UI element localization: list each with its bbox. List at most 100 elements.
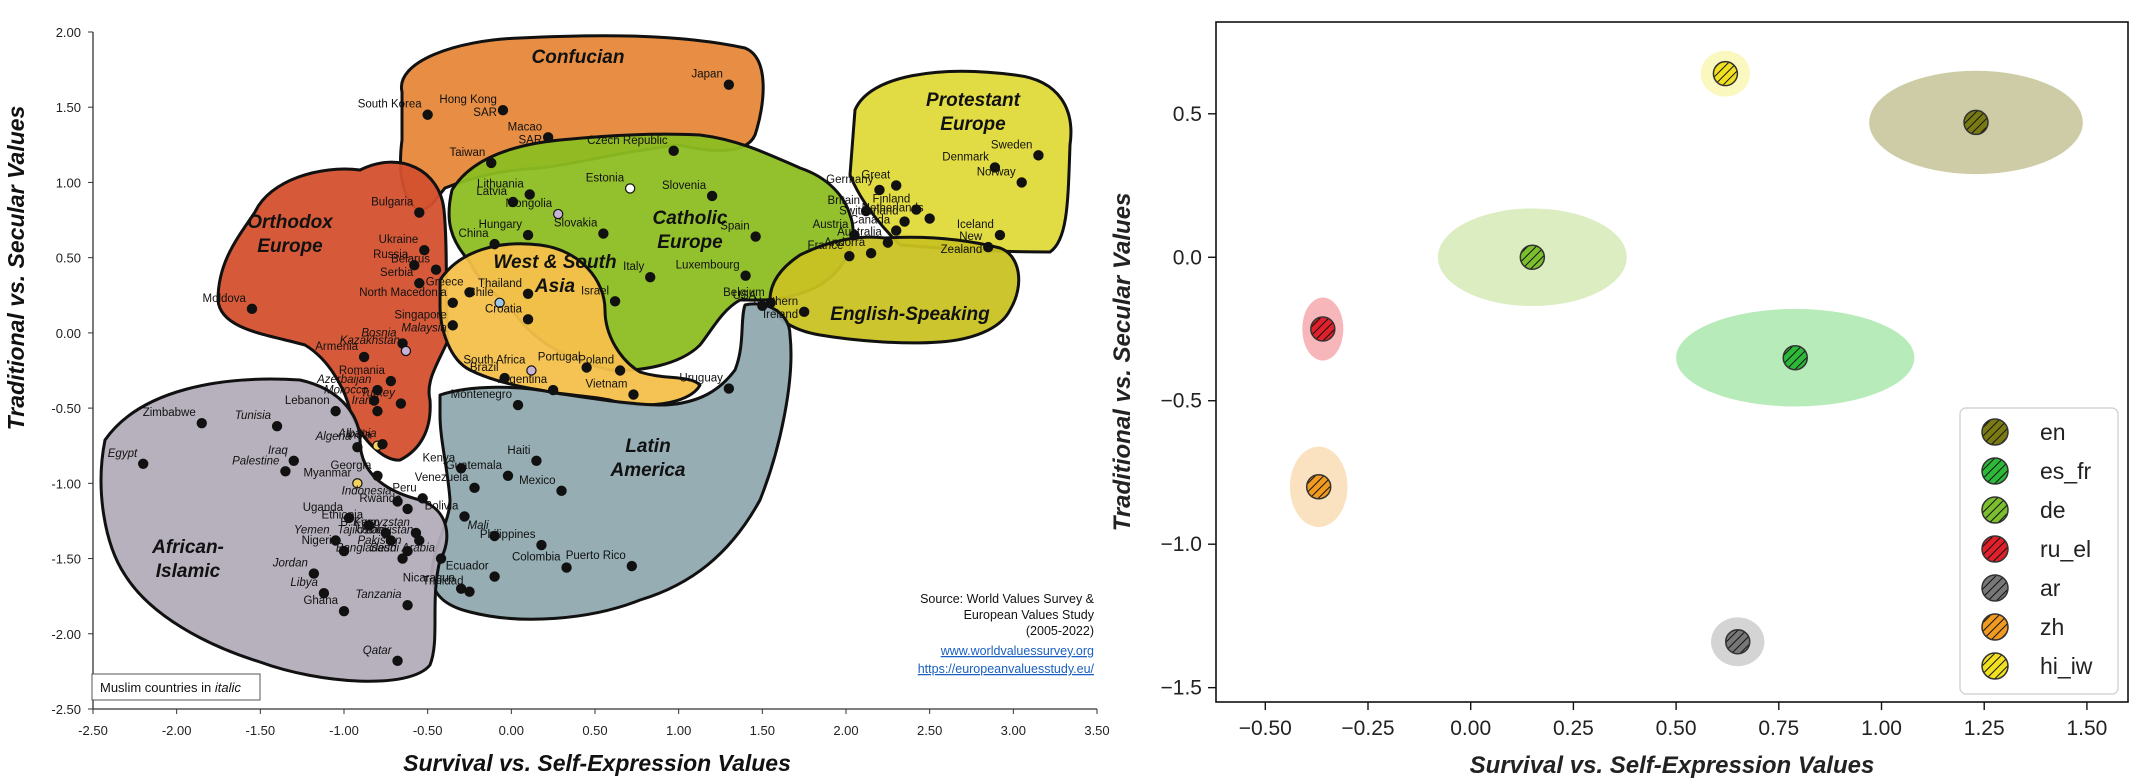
- country-label: Japan: [692, 69, 723, 81]
- country-label: Qatar: [363, 645, 393, 657]
- country-label: Switzerland: [839, 206, 898, 218]
- region-label: Orthodox Europe: [247, 212, 334, 257]
- left-x-tick-label: -1.00: [329, 723, 359, 738]
- legend-marker: [1981, 652, 2009, 680]
- source-line-2: European Values Study: [964, 608, 1095, 622]
- country-label: Ethiopia: [322, 509, 364, 521]
- country-point: [924, 213, 935, 224]
- series-ar: [1711, 617, 1765, 667]
- country-label: Kyrgyzstan: [353, 517, 410, 529]
- left-y-tick-label: 1.00: [56, 175, 81, 190]
- region-label: African- Islamic: [151, 537, 224, 582]
- left-x-tick-label: -1.50: [246, 723, 276, 738]
- country-point: [609, 296, 621, 307]
- series-zh: [1289, 446, 1348, 527]
- country-label: Turkey: [361, 388, 397, 400]
- left-y-tick-label: -0.50: [51, 401, 81, 416]
- country-point: [469, 482, 480, 494]
- left-x-tick-label: -2.50: [78, 723, 108, 738]
- country-label: Ecuador: [446, 561, 489, 573]
- country-point: [430, 264, 442, 275]
- country-label: Germany: [826, 174, 874, 186]
- cultural-map-chart: -2.50 -2.00 -1.50 -1.00 -0.50 0.00 0.50 1.00 1.5…: [3, 25, 1110, 776]
- country-point: [352, 442, 363, 453]
- country-label: Pakistan: [357, 535, 401, 547]
- left-x-tick-label: -0.50: [413, 723, 443, 738]
- country-label: Albania: [337, 428, 376, 440]
- country-point: [624, 183, 636, 194]
- legend-marker: [1981, 535, 2009, 563]
- country-label: Hong Kong: [439, 94, 497, 106]
- country-point: [891, 180, 902, 191]
- right-y-axis-label: Traditional vs. Secular Values: [1109, 193, 1136, 532]
- country-point: [499, 372, 510, 384]
- country-point: [522, 288, 534, 299]
- country-label: Poland: [578, 355, 614, 367]
- country-label: Greece: [426, 276, 464, 288]
- country-point: [385, 375, 397, 387]
- left-x-tick-label: 2.50: [917, 723, 942, 738]
- country-label: Yemen: [294, 525, 330, 537]
- country-point: [402, 599, 413, 611]
- country-point: [392, 655, 403, 667]
- country-point: [536, 539, 547, 551]
- left-y-axis-label: Traditional vs. Secular Values: [3, 106, 29, 431]
- country-point: [358, 351, 370, 363]
- country-label: Canada: [850, 215, 891, 227]
- left-x-tick-label: 1.50: [750, 723, 775, 738]
- country-label: North Macedonia: [359, 287, 447, 299]
- left-x-tick-label: 3.00: [1001, 723, 1026, 738]
- left-y-tick-label: -2.50: [51, 702, 81, 717]
- region-west-south-asia: [438, 242, 702, 407]
- region-african-islamic: [99, 377, 449, 683]
- country-point: [899, 216, 910, 227]
- country-label: Netherlands: [862, 203, 924, 215]
- country-label: Britain: [827, 195, 860, 207]
- country-label: Romania: [339, 365, 386, 377]
- country-label: Azerbaijan: [316, 374, 371, 386]
- country-label: Colombia: [512, 552, 561, 564]
- country-label: Estonia: [586, 172, 625, 184]
- country-label: Lebanon: [285, 395, 330, 407]
- right-y-tick-label: −1.0: [1161, 533, 1202, 556]
- country-label: Malaysia: [401, 322, 446, 334]
- country-point: [395, 398, 407, 409]
- country-point: [502, 470, 514, 482]
- country-point: [522, 229, 534, 241]
- country-label: Rwanda: [359, 493, 402, 505]
- country-label: Spain: [720, 221, 749, 233]
- country-point: [489, 571, 500, 582]
- country-label: Myanmar: [303, 467, 351, 479]
- right-y-tick-label: −0.5: [1161, 390, 1202, 413]
- country-label: Czech Republic: [587, 135, 668, 147]
- country-point: [581, 362, 592, 373]
- muslim-note-box: Muslim countries in italic: [91, 673, 261, 701]
- region-label-line: Europe: [657, 232, 723, 253]
- legend-marker: [1981, 496, 2009, 524]
- language-point: [1724, 628, 1751, 655]
- country-label: Nicaragua: [403, 573, 456, 585]
- country-point: [330, 405, 341, 417]
- country-point: [489, 238, 500, 250]
- country-label: Uzbekistan: [356, 525, 413, 537]
- right-x-tick-label: 0.00: [1450, 717, 1491, 740]
- country-point: [561, 562, 572, 573]
- country-label: Argentina: [498, 374, 548, 386]
- right-x-tick-label: 1.50: [2066, 717, 2107, 740]
- country-point: [330, 535, 341, 546]
- country-point: [512, 399, 524, 411]
- source-link-evs[interactable]: https://europeanvaluesstudy.eu/: [918, 662, 1095, 676]
- country-label: Iraq: [268, 445, 288, 457]
- left-x-tick-label: 1.00: [666, 723, 691, 738]
- country-point: [392, 496, 403, 507]
- country-point: [377, 439, 388, 450]
- source-link-wvs[interactable]: www.worldvaluessurvey.org: [940, 644, 1094, 658]
- country-label: Zimbabwe: [143, 407, 196, 419]
- country-point: [372, 405, 383, 417]
- region-label-line: Latin: [625, 436, 670, 457]
- country-label: Guatemala: [446, 460, 503, 472]
- country-point: [860, 205, 872, 217]
- country-label: Bolivia: [425, 500, 459, 512]
- country-label: SAR: [473, 107, 497, 119]
- country-point: [556, 485, 567, 497]
